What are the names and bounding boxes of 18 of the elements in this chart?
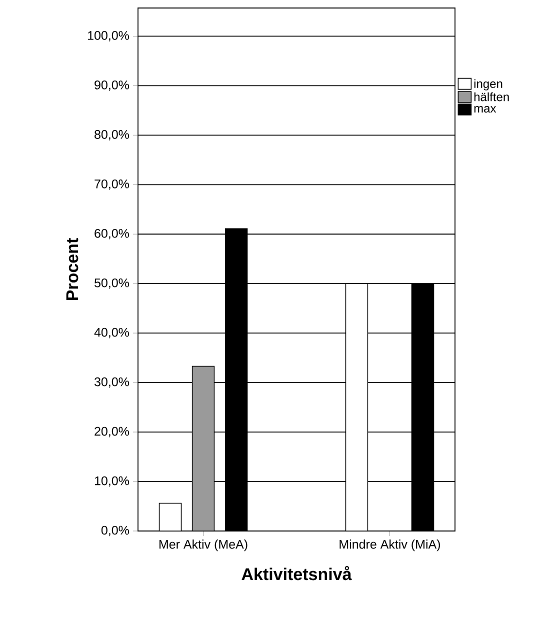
legend-label: max bbox=[474, 106, 496, 113]
y-tick-label: 10,0% bbox=[94, 476, 130, 487]
legend-label: ingen bbox=[474, 79, 502, 90]
y-tick-label: 40,0% bbox=[94, 328, 130, 338]
y-tick-label: 0,0% bbox=[101, 526, 130, 536]
x-axis-title: Aktivitetsnivå bbox=[242, 566, 352, 580]
x-tick-label: Mer Aktiv (MeA) bbox=[159, 540, 248, 552]
y-tick-label: 100,0% bbox=[88, 31, 130, 42]
y-tick-label: 80,0% bbox=[94, 130, 130, 140]
x-tick-label: Mindre Aktiv (MiA) bbox=[340, 540, 440, 552]
y-tick-label: 70,0% bbox=[94, 179, 130, 190]
y-axis-title: Procent bbox=[66, 238, 78, 300]
y-tick-label: 20,0% bbox=[94, 426, 130, 438]
y-tick-label: 60,0% bbox=[94, 228, 130, 240]
legend-label: hälften bbox=[474, 92, 509, 102]
y-tick-label: 90,0% bbox=[94, 80, 130, 91]
y-tick-label: 50,0% bbox=[94, 278, 130, 289]
y-tick-label: 30,0% bbox=[94, 377, 130, 388]
